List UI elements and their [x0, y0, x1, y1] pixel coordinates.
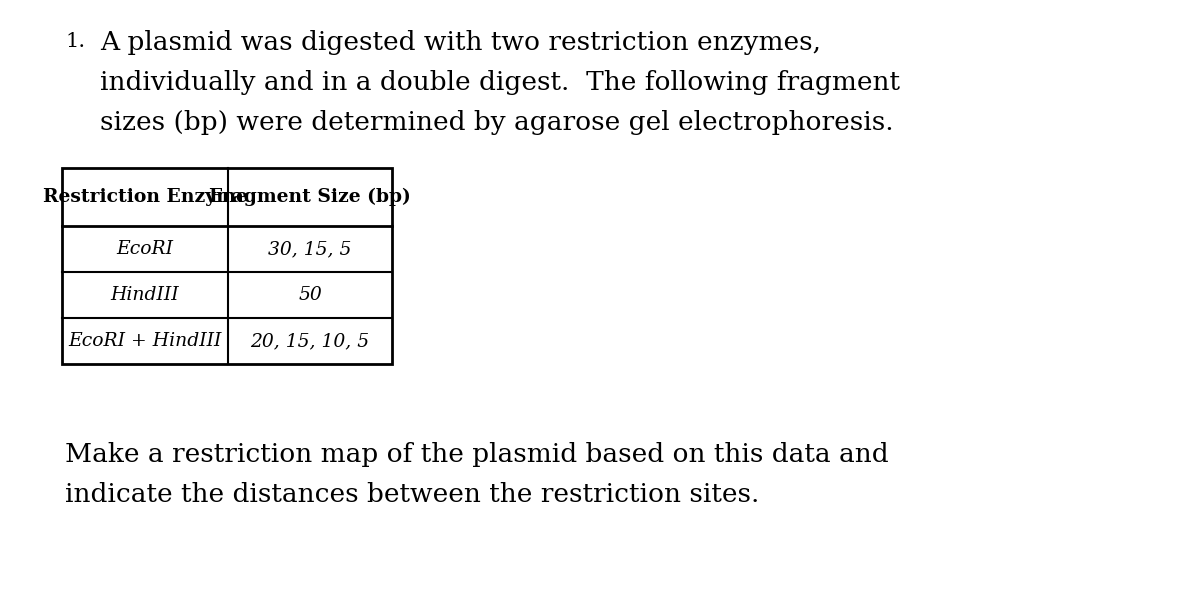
Bar	[62, 168, 392, 364]
Text: individually and in a double digest.  The following fragment: individually and in a double digest. The…	[100, 70, 900, 95]
Text: sizes (bp) were determined by agarose gel electrophoresis.: sizes (bp) were determined by agarose ge…	[100, 110, 894, 135]
Text: 20, 15, 10, 5: 20, 15, 10, 5	[251, 332, 370, 350]
Text: Fragment Size (bp): Fragment Size (bp)	[209, 188, 410, 206]
Text: EcoRI + HindIII: EcoRI + HindIII	[68, 332, 222, 350]
Text: HindIII: HindIII	[110, 286, 179, 304]
Text: 50: 50	[298, 286, 322, 304]
Text: Make a restriction map of the plasmid based on this data and: Make a restriction map of the plasmid ba…	[65, 442, 889, 467]
Text: EcoRI: EcoRI	[116, 240, 174, 258]
Text: A plasmid was digested with two restriction enzymes,: A plasmid was digested with two restrict…	[100, 30, 821, 55]
Text: indicate the distances between the restriction sites.: indicate the distances between the restr…	[65, 482, 760, 507]
Text: Restriction Enzyme: Restriction Enzyme	[42, 188, 247, 206]
Text: 30, 15, 5: 30, 15, 5	[269, 240, 352, 258]
Text: 1.: 1.	[65, 32, 85, 51]
